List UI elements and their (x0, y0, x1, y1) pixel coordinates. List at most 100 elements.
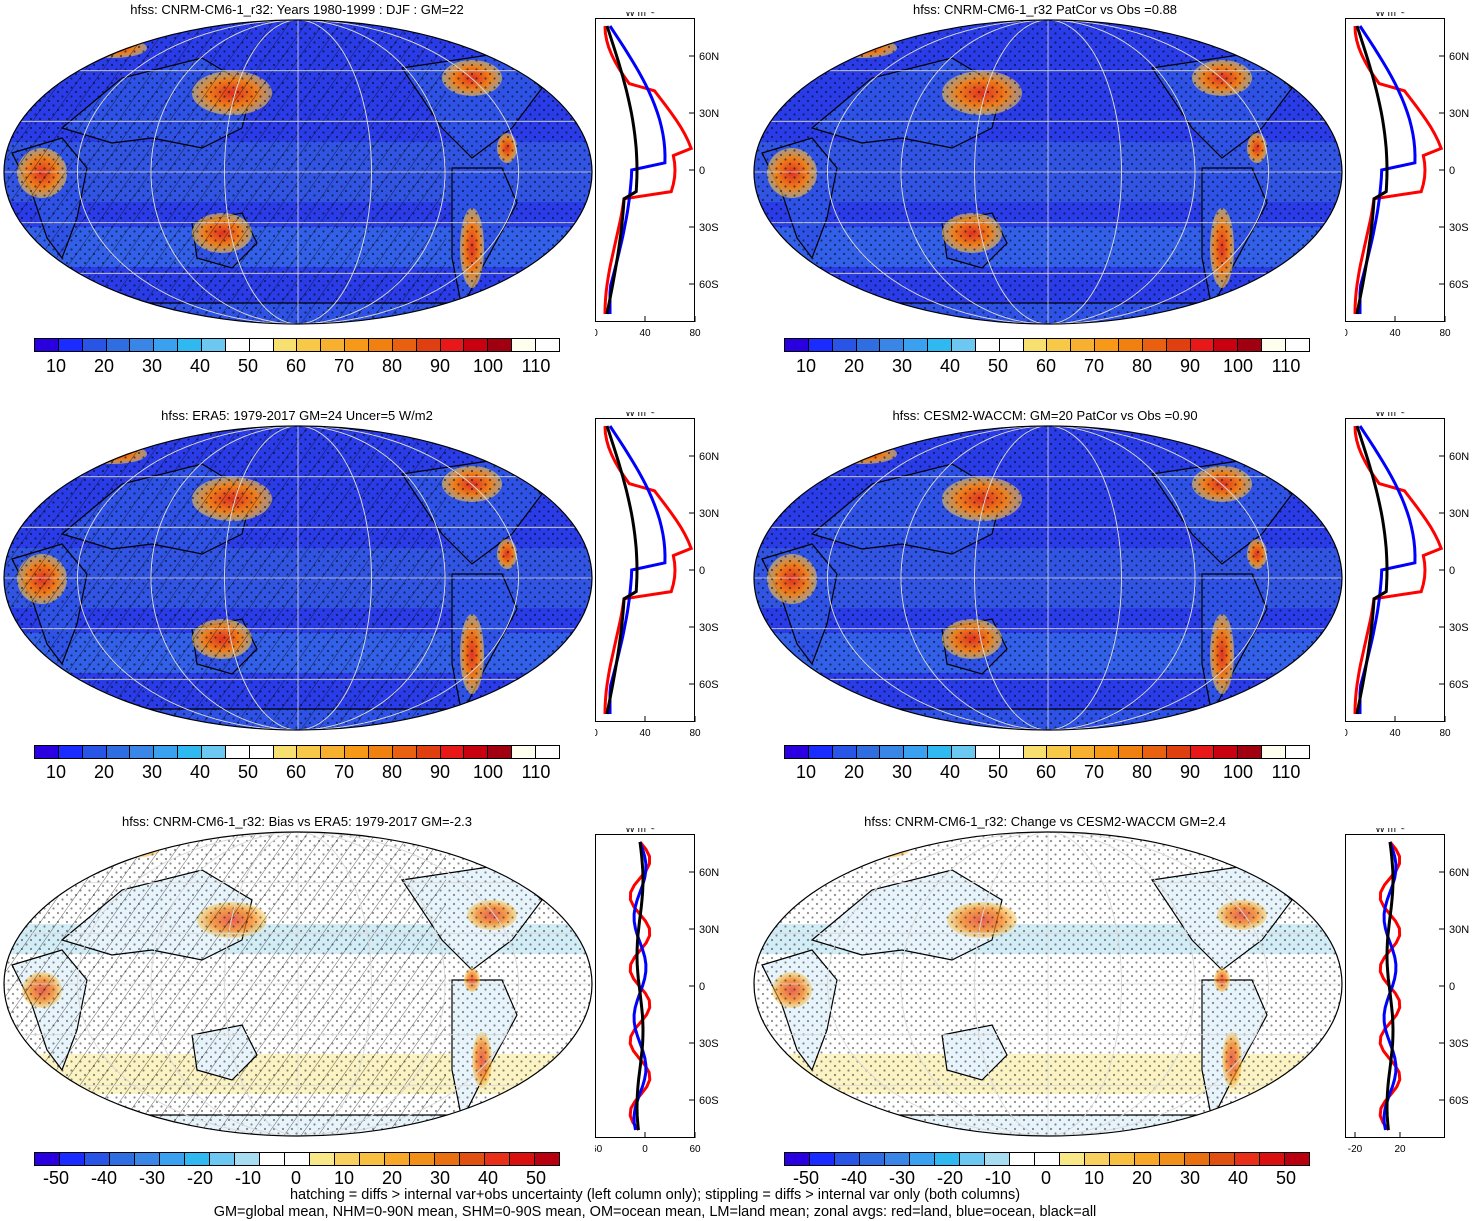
lat-tick-label: 60N (1449, 451, 1469, 463)
x-tick-label: 40 (1389, 728, 1401, 736)
colorbar-cell (960, 1153, 985, 1165)
colorbar-cell (392, 746, 417, 758)
colorbar-cell (464, 339, 489, 351)
colorbar-cell (785, 339, 809, 351)
colorbar-cell (904, 339, 929, 351)
colorbar-cell (435, 1153, 460, 1165)
colorbar-cell (510, 1153, 535, 1165)
lat-tick-label: 0 (699, 981, 705, 993)
lat-tick-label: 30N (699, 924, 719, 936)
colorbar-cell (1110, 1153, 1135, 1165)
colorbar-cell (1160, 1153, 1185, 1165)
map-border (3, 19, 593, 325)
colorbar-tick-label: 100 (472, 762, 504, 782)
colorbar-cell (975, 746, 1000, 758)
colorbar-tick-label: -50 (42, 1168, 70, 1188)
colorbar-cell (369, 339, 393, 351)
colorbar-cell (1035, 1153, 1060, 1165)
colorbar-cell (1085, 1153, 1110, 1165)
map-border (753, 19, 1343, 325)
colorbar-tick-label: 30 (141, 356, 163, 376)
colorbar-cell (536, 339, 559, 351)
colorbar-labels: 10 20 30 40 50 60 70 80 90 100 110 (784, 762, 1308, 784)
colorbar-cell (1262, 746, 1287, 758)
colorbar-cell (512, 339, 537, 351)
colorbar-cell (235, 1153, 260, 1165)
colorbar-cell (273, 339, 298, 351)
colorbar-cell (154, 339, 179, 351)
colorbar (34, 1152, 560, 1166)
colorbar-cell (1235, 1153, 1260, 1165)
lat-tick-label: 60S (1449, 279, 1469, 291)
colorbar-tick-label: 10 (1083, 1168, 1105, 1188)
colorbar-cell (416, 339, 441, 351)
lat-tick-label: 60N (1449, 867, 1469, 879)
lat-tick-label: 30S (1449, 622, 1469, 634)
colorbar-tick-label: 90 (1179, 356, 1201, 376)
colorbar-cell (1135, 1153, 1160, 1165)
colorbar-cell (345, 746, 370, 758)
colorbar (34, 745, 560, 759)
zonal-average-plot: W m⁻² 60N 30N 0 30S 60S 0 40 80 (1345, 412, 1469, 736)
colorbar-tick-label: 0 (290, 1168, 302, 1188)
zonal-ocean-line (632, 841, 648, 1131)
colorbar-cell (321, 746, 346, 758)
colorbar-cell (1142, 339, 1167, 351)
colorbar-tick-label: 30 (429, 1168, 451, 1188)
lat-tick-label: 0 (699, 165, 705, 177)
lat-tick-label: 0 (1449, 165, 1455, 177)
x-tick-label: 80 (1439, 728, 1451, 736)
colorbar-cell (488, 746, 513, 758)
colorbar-cell (82, 339, 107, 351)
colorbar-tick-label: 20 (381, 1168, 403, 1188)
colorbar-cell (285, 1153, 310, 1165)
colorbar-tick-label: 20 (1131, 1168, 1153, 1188)
zonal-average-plot: W m⁻² 60N 30N 0 30S 60S -60 0 60 (595, 828, 719, 1152)
x-tick-label: 40 (639, 328, 651, 336)
colorbar-cell (385, 1153, 410, 1165)
zonal-average-plot: W m⁻² 60N 30N 0 30S 60S 0 40 80 (1345, 12, 1469, 336)
colorbar-tick-label: 80 (381, 762, 403, 782)
colorbar-tick-label: 50 (987, 356, 1009, 376)
lat-tick-label: 0 (1449, 981, 1455, 993)
colorbar-cell (1286, 746, 1309, 758)
zonal-frame (595, 18, 695, 322)
colorbar-labels: 10 20 30 40 50 60 70 80 90 100 110 (34, 762, 558, 784)
colorbar-tick-label: 110 (1271, 762, 1301, 782)
colorbar-cell (35, 1153, 60, 1165)
colorbar-cell (1214, 746, 1239, 758)
world-map (3, 831, 593, 1137)
lat-tick-label: 30N (1449, 108, 1469, 120)
colorbar-tick-label: 10 (45, 356, 67, 376)
colorbar-cell (1119, 746, 1143, 758)
x-tick-label: 0 (1345, 328, 1348, 336)
colorbar-cell (1166, 339, 1191, 351)
zonal-unit-label: W m⁻² (625, 12, 655, 19)
colorbar (784, 745, 1310, 759)
continent-outline (1271, 438, 1328, 485)
colorbar-cell (1210, 1153, 1235, 1165)
lat-tick-label: 0 (699, 565, 705, 577)
zonal-average-plot: W m⁻² 60N 30N 0 30S 60S -20 20 (1345, 828, 1469, 1152)
colorbar-cell (297, 746, 322, 758)
colorbar-cell (360, 1153, 385, 1165)
colorbar-cell (202, 339, 226, 351)
colorbar-tick-label: 90 (1179, 762, 1201, 782)
colorbar-cell (1047, 746, 1072, 758)
colorbar-cell (512, 746, 537, 758)
colorbar-cell (880, 339, 905, 351)
colorbar-tick-label: 60 (285, 356, 307, 376)
colorbar-tick-label: 40 (939, 762, 961, 782)
world-map (753, 425, 1343, 731)
colorbar-cell (440, 746, 465, 758)
zonal-all-line (1355, 25, 1389, 315)
continent-outline (1271, 844, 1328, 891)
colorbar-labels: 10 20 30 40 50 60 70 80 90 100 110 (34, 356, 558, 378)
colorbar-cell (58, 339, 83, 351)
map-border (753, 425, 1343, 731)
colorbar-tick-label: 80 (1131, 762, 1153, 782)
zonal-average-plot: W m⁻² 60N 30N 0 30S 60S 0 40 80 (595, 12, 719, 336)
colorbar-cell (154, 746, 179, 758)
lat-tick-label: 30S (699, 222, 719, 234)
colorbar-tick-label: 40 (939, 356, 961, 376)
